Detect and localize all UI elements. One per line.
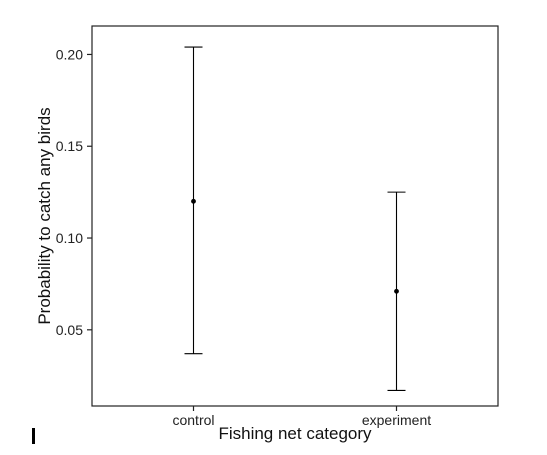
y-tick-label: 0.15 bbox=[56, 138, 83, 154]
x-axis: control experiment bbox=[172, 406, 431, 428]
point-estimate-experiment bbox=[394, 288, 399, 294]
y-tick-label: 0.05 bbox=[56, 322, 83, 338]
y-axis: 0.05 0.10 0.15 0.20 bbox=[56, 46, 92, 338]
point-estimate-control bbox=[191, 198, 196, 204]
plot-frame bbox=[91, 25, 499, 407]
y-tick-label: 0.20 bbox=[56, 46, 83, 62]
y-axis-title: Probability to catch any birds bbox=[35, 107, 54, 324]
corner-mark bbox=[32, 428, 35, 444]
x-axis-title: Fishing net category bbox=[218, 424, 372, 443]
y-tick-label: 0.10 bbox=[56, 230, 83, 246]
chart-marks bbox=[184, 46, 406, 391]
x-tick-label: experiment bbox=[362, 412, 431, 428]
x-tick-label: control bbox=[172, 412, 214, 428]
